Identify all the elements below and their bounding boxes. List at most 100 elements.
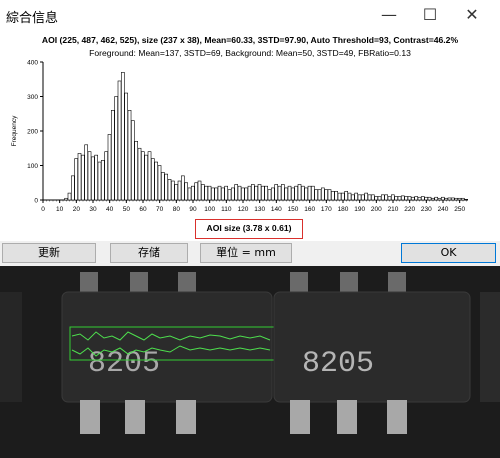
title-bar[interactable]: 綜合信息 — ☐ ✕ — [0, 0, 500, 31]
histogram-bar — [421, 196, 425, 201]
unit-button[interactable]: 單位 = mm — [200, 243, 292, 263]
x-tick-label: 240 — [438, 206, 449, 213]
minimize-icon[interactable]: — — [381, 5, 397, 24]
y-tick-label: 0 — [34, 198, 38, 205]
histogram-bar — [391, 194, 395, 201]
histogram-bar — [187, 187, 192, 201]
maximize-icon[interactable]: ☐ — [422, 5, 438, 24]
histogram-bar — [121, 72, 125, 201]
x-tick-label: 150 — [288, 206, 299, 213]
x-tick-label: 120 — [238, 206, 249, 213]
histogram-bar — [284, 187, 288, 201]
histogram-bar — [197, 180, 202, 201]
x-tick-label: 180 — [338, 206, 349, 213]
histogram-bar — [237, 185, 242, 201]
histogram-bar — [274, 184, 278, 201]
histogram-bar — [331, 191, 335, 201]
histogram-bar — [201, 184, 205, 201]
x-tick-label: 160 — [304, 206, 315, 213]
histogram-bar — [387, 196, 392, 201]
histogram-bar — [271, 187, 275, 201]
x-tick-label: 90 — [189, 206, 197, 213]
x-tick-label: 0 — [41, 206, 45, 213]
histogram-bar — [414, 196, 418, 201]
histogram-bar — [241, 187, 245, 201]
histogram-bar — [447, 197, 452, 201]
refresh-button[interactable]: 更新 — [2, 243, 96, 263]
histogram-bar — [304, 187, 308, 201]
x-tick-label: 30 — [89, 206, 97, 213]
histogram-bar — [441, 196, 445, 201]
histogram-bar — [337, 192, 342, 201]
histogram-bar — [71, 175, 75, 201]
histogram-bar — [321, 187, 325, 201]
histogram-bar — [364, 192, 368, 201]
histogram-bar — [454, 197, 458, 201]
save-button[interactable]: 存储 — [110, 243, 188, 263]
histogram-bar — [151, 158, 155, 201]
histogram-bar — [231, 187, 235, 201]
histogram-bar — [244, 187, 249, 201]
histogram-bar — [204, 185, 209, 201]
inspection-image[interactable]: 8205 8205 — [0, 266, 500, 458]
x-tick-label: 20 — [73, 206, 81, 213]
histogram-bar — [354, 192, 358, 201]
left-chip: 8205 — [61, 272, 277, 434]
histogram-bar — [311, 185, 315, 201]
histogram-bar — [407, 196, 412, 201]
histogram-bar — [257, 184, 262, 201]
histogram-bar — [457, 197, 462, 201]
histogram-bar — [444, 197, 448, 201]
x-tick-label: 60 — [139, 206, 147, 213]
histogram-bar — [464, 199, 468, 201]
x-tick-label: 80 — [173, 206, 181, 213]
histogram-bar — [84, 144, 88, 201]
histogram-bar — [424, 196, 428, 201]
histogram-bar — [174, 184, 179, 201]
y-tick-label: 200 — [27, 129, 38, 136]
histogram-bar — [314, 189, 318, 201]
histogram-bar — [251, 184, 255, 201]
x-tick-label: 210 — [388, 206, 399, 213]
histogram-bar — [107, 134, 112, 201]
histogram-bar — [417, 196, 422, 201]
histogram-bar — [297, 184, 302, 201]
x-tick-label: 70 — [156, 206, 164, 213]
histogram-bar — [74, 158, 78, 201]
histogram-bar — [394, 196, 398, 201]
histogram-bar — [261, 185, 265, 201]
histogram-bar — [161, 172, 165, 201]
histogram-bar — [317, 189, 322, 201]
histogram-bar — [367, 194, 372, 201]
x-tick-label: 130 — [254, 206, 265, 213]
right-chip-marking: 8205 — [302, 347, 374, 381]
histogram-bar — [281, 184, 285, 201]
histogram-bar — [254, 185, 259, 201]
histogram-bar — [461, 197, 465, 201]
histogram-bar — [287, 185, 292, 201]
histogram-bar — [134, 141, 139, 201]
histogram-bar — [167, 179, 172, 201]
histogram-bar — [427, 196, 432, 201]
histogram-bar — [404, 196, 408, 201]
histogram-bar — [374, 196, 378, 201]
histogram-bar — [114, 96, 118, 201]
histogram-bar — [64, 197, 68, 201]
ok-button[interactable]: OK — [401, 243, 496, 263]
histogram-bar — [67, 192, 72, 201]
histogram-bar — [397, 196, 402, 201]
histogram-bar — [307, 185, 312, 201]
histogram-bar — [344, 191, 348, 201]
histogram-bar — [341, 192, 345, 201]
histogram-bar — [411, 196, 415, 201]
histogram-bar — [221, 187, 225, 201]
x-tick-label: 200 — [371, 206, 382, 213]
right-chip: 8205 — [273, 272, 471, 434]
fg-bg-stats-line: Foreground: Mean=137, 3STD=69, Backgroun… — [89, 48, 411, 58]
histogram-bar — [401, 195, 405, 201]
histogram-bar — [111, 109, 115, 201]
close-icon[interactable]: ✕ — [465, 5, 479, 24]
histogram-bar — [277, 185, 282, 201]
histogram-bar — [131, 120, 135, 201]
x-tick-label: 190 — [354, 206, 365, 213]
